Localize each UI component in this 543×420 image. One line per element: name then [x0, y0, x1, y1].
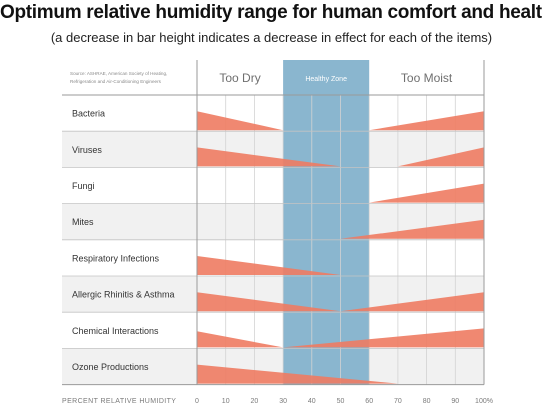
bar-increasing — [340, 219, 484, 239]
x-tick-label: 90 — [451, 398, 459, 405]
bar-decreasing — [197, 292, 341, 312]
category-label: Chemical Interactions — [72, 326, 159, 336]
healthy-zone-band — [283, 60, 370, 385]
x-tick-label: 30 — [279, 398, 287, 405]
category-label: Mites — [72, 217, 94, 227]
bar-increasing — [369, 183, 484, 203]
category-label: Viruses — [72, 145, 102, 155]
x-tick-label: 20 — [251, 398, 259, 405]
category-label: Allergic Rhinitis & Asthma — [72, 290, 175, 300]
source-note: Refrigeration and Air-Conditioning Engin… — [70, 79, 162, 84]
x-axis-title: PERCENT RELATIVE HUMIDITY — [62, 398, 176, 405]
chart-subtitle: (a decrease in bar height indicates a de… — [50, 30, 493, 45]
category-label: Bacteria — [72, 109, 105, 119]
bar-decreasing — [197, 111, 284, 131]
x-tick-label: 10 — [222, 398, 230, 405]
zone-label: Too Moist — [401, 71, 453, 85]
category-label: Ozone Productions — [72, 362, 149, 372]
zone-label: Healthy Zone — [305, 76, 347, 83]
bar-decreasing — [197, 364, 398, 384]
source-note: Source: ASHRAE, American Society of Heat… — [70, 71, 167, 76]
bar-decreasing — [197, 147, 341, 167]
x-tick-label: 0 — [195, 398, 199, 405]
bar-increasing — [283, 328, 484, 348]
category-label: Respiratory Infections — [72, 253, 160, 263]
x-tick-label: 70 — [394, 398, 402, 405]
x-tick-label: 40 — [308, 398, 316, 405]
x-tick-label: 80 — [423, 398, 431, 405]
x-tick-label: 60 — [365, 398, 373, 405]
bar-increasing — [369, 111, 484, 131]
category-label: Fungi — [72, 181, 95, 191]
bar-increasing — [397, 147, 484, 167]
x-tick-label: 100% — [475, 398, 493, 405]
bar-decreasing — [197, 331, 284, 348]
chart-title: Optimum relative humidity range for huma… — [0, 2, 543, 23]
bar-increasing — [340, 292, 484, 312]
zone-label: Too Dry — [219, 71, 260, 85]
x-tick-label: 50 — [337, 398, 345, 405]
bar-decreasing — [197, 256, 341, 275]
